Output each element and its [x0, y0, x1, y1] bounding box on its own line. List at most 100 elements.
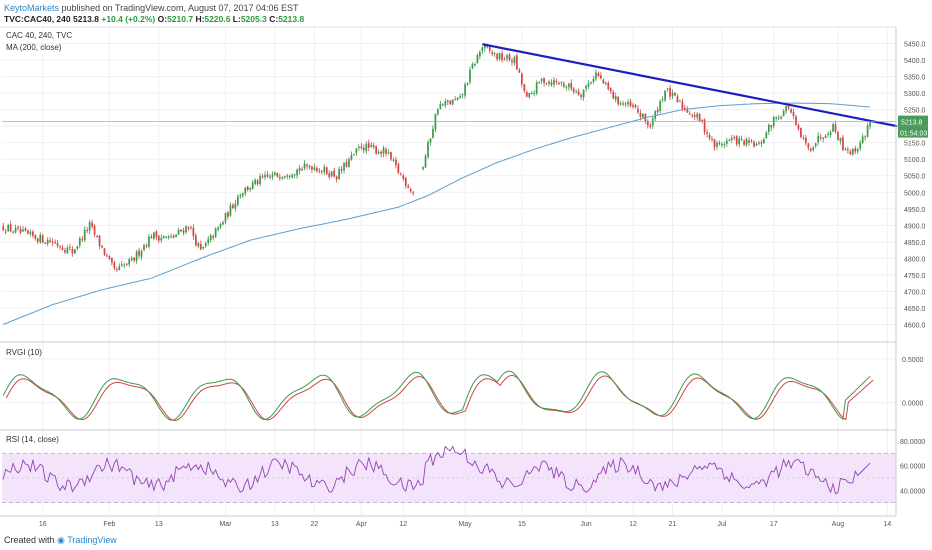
author-link[interactable]: KeytoMarkets	[4, 3, 60, 13]
countdown-tag-text: 01:54:03	[900, 131, 927, 138]
candle-body	[859, 142, 862, 149]
time-tick-label: 12	[399, 521, 407, 528]
candle-body	[629, 101, 632, 107]
candle-body	[740, 139, 743, 141]
tradingview-brand[interactable]: TradingView	[67, 535, 117, 545]
candle-body	[422, 167, 424, 170]
candle-body	[130, 258, 133, 261]
candle-body	[2, 226, 5, 231]
time-tick-label: 14	[883, 521, 891, 528]
candle-body	[96, 235, 98, 237]
candle-body	[725, 140, 728, 144]
candle-body	[318, 170, 321, 172]
candle-body	[256, 180, 259, 185]
candle-body	[516, 55, 518, 70]
candle-body	[555, 80, 558, 82]
candle-body	[545, 83, 548, 85]
candle-body	[535, 82, 538, 94]
candle-body	[301, 168, 303, 171]
candle-body	[296, 169, 298, 176]
publish-line: KeytoMarkets published on TradingView.co…	[4, 3, 299, 13]
candle-body	[525, 92, 528, 97]
candle-body	[118, 266, 121, 271]
candle-body	[234, 203, 237, 209]
candle-body	[456, 97, 459, 100]
candle-body	[501, 53, 503, 61]
candle-body	[135, 251, 138, 262]
candle-body	[167, 236, 170, 238]
candle-body	[590, 82, 592, 84]
candle-body	[325, 167, 328, 174]
candle-body	[656, 109, 659, 113]
candle-body	[387, 152, 390, 154]
candle-body	[661, 99, 664, 101]
candle-body	[298, 168, 301, 171]
candle-body	[471, 64, 474, 69]
candle-body	[669, 88, 671, 97]
candle-body	[491, 52, 494, 55]
symbol-line: TVC:CAC40, 240 5213.8 +10.4 (+0.2%) O:52…	[4, 14, 304, 24]
candle-body	[88, 221, 91, 231]
candle-body	[775, 117, 778, 119]
candle-body	[172, 235, 175, 238]
price-tick-label: 5350.0	[904, 75, 926, 82]
candle-body	[125, 264, 128, 266]
candle-body	[120, 264, 123, 266]
candle-body	[797, 125, 800, 129]
resistance-trendline[interactable]	[482, 43, 898, 128]
price-tick-label: 4750.0	[904, 273, 926, 280]
candle-body	[540, 78, 543, 82]
candle-body	[177, 229, 180, 235]
candle-body	[54, 242, 56, 244]
rvgi-signal-line	[5, 374, 874, 422]
candle-body	[281, 177, 284, 179]
candle-body	[209, 235, 212, 241]
low-value: 5205.3	[240, 14, 267, 24]
candle-body	[513, 56, 516, 64]
candle-body	[506, 55, 508, 59]
candle-body	[73, 249, 76, 254]
candle-body	[580, 94, 582, 98]
candle-body	[340, 168, 343, 171]
candle-body	[145, 245, 148, 247]
last-price-tag	[898, 115, 928, 127]
candle-body	[664, 90, 666, 101]
publish-info: published on TradingView.com, August 07,…	[61, 3, 299, 13]
candle-body	[246, 186, 249, 190]
candle-body	[565, 86, 568, 88]
candle-body	[293, 174, 296, 176]
candle-body	[619, 103, 622, 105]
time-tick-label: 13	[155, 521, 163, 528]
candle-body	[115, 269, 118, 271]
candle-body	[41, 235, 44, 243]
candle-body	[182, 230, 185, 233]
candle-body	[693, 115, 696, 117]
candle-body	[683, 107, 686, 109]
candle-body	[427, 142, 429, 157]
candle-body	[187, 227, 190, 229]
time-tick-label: 15	[518, 521, 526, 528]
candle-body	[479, 51, 481, 57]
candle-body	[24, 228, 27, 231]
candle-body	[723, 144, 726, 146]
candle-body	[288, 176, 291, 178]
candle-body	[214, 228, 217, 237]
candle-body	[150, 236, 153, 239]
candle-body	[770, 125, 773, 128]
candle-body	[219, 224, 222, 227]
candle-body	[227, 212, 229, 217]
candle-body	[543, 78, 545, 84]
candle-body	[854, 148, 857, 152]
candle-body	[753, 141, 755, 147]
candle-body	[380, 151, 382, 154]
candle-body	[236, 196, 239, 205]
candle-body	[612, 91, 615, 99]
candle-body	[441, 104, 444, 106]
time-tick-label: Feb	[103, 521, 115, 528]
candle-body	[19, 229, 22, 233]
candle-body	[407, 185, 410, 188]
candle-body	[711, 138, 713, 140]
candle-body	[834, 124, 837, 132]
candle-body	[69, 247, 71, 249]
